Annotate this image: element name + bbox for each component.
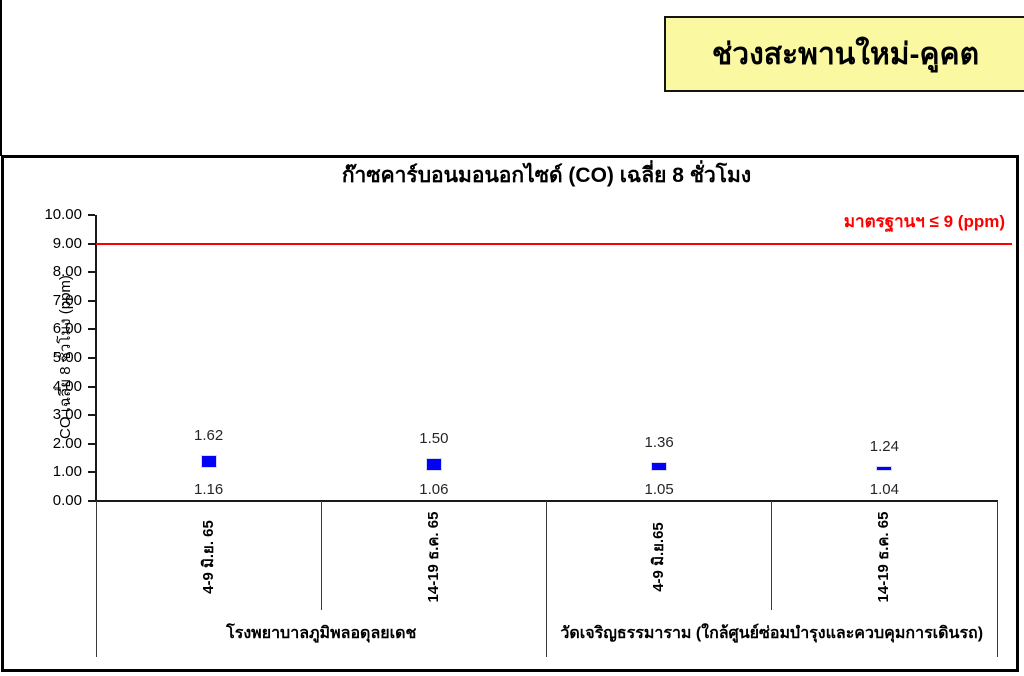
date-separator-line (320, 501, 322, 610)
y-axis-tick (88, 385, 95, 388)
range-marker (651, 462, 668, 471)
min-value-label: 1.04 (869, 481, 899, 498)
section-banner: ช่วงสะพานใหม่-คูคต (664, 16, 1024, 92)
range-marker (876, 465, 893, 472)
max-value-label: 1.24 (869, 437, 899, 455)
y-axis-tick-label: 10.00 (44, 206, 82, 223)
y-axis-tick-label: 3.00 (52, 406, 82, 424)
y-axis-tick (88, 214, 95, 216)
y-axis-tick (88, 328, 95, 331)
group-separator-line (95, 501, 97, 657)
y-axis-tick-label: 2.00 (52, 434, 82, 452)
station-group-label: โรงพยาบาลภูมิพลอดุลยเดช (226, 625, 417, 642)
plot-area: 0.00 1.00 2.00 3.00 4.00 5.00 6.00 7.00 8.00 9.00… (4, 158, 1016, 669)
y-axis-tick (88, 299, 95, 302)
max-value-label: 1.36 (644, 434, 674, 452)
date-separator-line (771, 501, 773, 610)
range-marker (200, 454, 217, 468)
chart-panel: ก๊าซคาร์บอนมอนอกไซด์ (CO) เฉลี่ย 8 ชั่วโ… (1, 155, 1019, 672)
y-axis-tick (88, 414, 95, 417)
y-axis-tick-label: 1.00 (52, 463, 82, 481)
y-axis-tick-label: 0.00 (52, 492, 82, 509)
page-left-border (0, 0, 2, 156)
min-value-label: 1.05 (644, 481, 674, 498)
y-axis-tick (88, 271, 95, 274)
max-value-label: 1.50 (419, 430, 449, 448)
group-separator-line (546, 501, 547, 657)
y-axis-tick (88, 500, 95, 502)
standard-line-label: มาตรฐานฯ ≤ 9 (ppm) (843, 212, 1005, 231)
chart-title: ก๊าซคาร์บอนมอนอกไซด์ (CO) เฉลี่ย 8 ชั่วโ… (341, 164, 752, 187)
range-marker (425, 458, 442, 471)
y-axis-tick-label: 6.00 (52, 320, 82, 338)
x-axis-date-label: 14-19 ธ.ค. 65 (424, 511, 442, 603)
y-axis-tick-label: 8.00 (52, 263, 82, 281)
y-axis-line (95, 215, 97, 501)
y-axis-tick-label: 5.00 (52, 349, 82, 366)
section-banner-label: ช่วงสะพานใหม่-คูคต (711, 37, 980, 71)
y-axis-tick-label: 4.00 (52, 377, 82, 395)
y-axis-tick-label: 9.00 (52, 234, 82, 252)
x-axis-date-label: 4-9 มิ.ย.65 (650, 522, 668, 592)
y-axis-tick-label: 7.00 (52, 291, 82, 309)
min-value-label: 1.16 (194, 481, 224, 498)
y-axis-tick (88, 242, 95, 245)
y-axis-tick (88, 471, 95, 474)
min-value-label: 1.06 (419, 481, 449, 498)
x-axis-date-label: 4-9 มิ.ย. 65 (199, 520, 217, 594)
y-axis-tick (88, 442, 95, 445)
standard-line (96, 242, 1012, 245)
x-axis-date-label: 14-19 ธ.ค. 65 (875, 511, 893, 603)
max-value-label: 1.62 (194, 426, 224, 444)
y-axis-tick (88, 357, 95, 359)
group-separator-line (996, 501, 998, 657)
station-group-label: วัดเจริญธรรมาราม (ใกล้ศูนย์ซ่อมบำรุงและค… (560, 625, 984, 642)
